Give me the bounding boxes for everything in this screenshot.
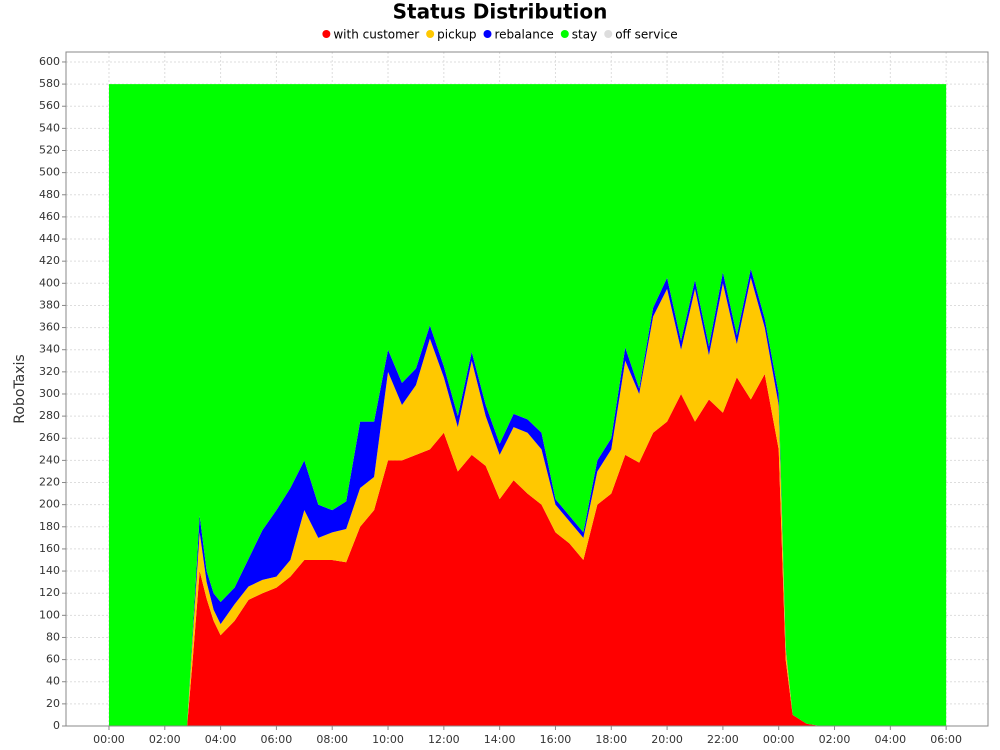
x-tick-label: 02:00	[149, 733, 181, 746]
legend-swatch	[322, 30, 331, 38]
y-tick-label: 320	[39, 365, 60, 378]
y-tick-label: 460	[39, 210, 60, 223]
y-tick-label: 540	[39, 121, 60, 134]
y-tick-label: 40	[46, 675, 60, 688]
y-tick-label: 140	[39, 564, 60, 577]
x-tick-label: 08:00	[316, 733, 348, 746]
area	[108, 84, 947, 727]
legend-label: rebalance	[495, 28, 554, 42]
legend: with customer pickup rebalance stay off serv…	[322, 28, 678, 42]
x-tick-label: 22:00	[707, 733, 739, 746]
x-tick-label: 02:00	[819, 733, 851, 746]
legend-label: with customer	[333, 28, 419, 42]
y-tick-label: 500	[39, 166, 60, 179]
x-tick-label: 18:00	[595, 733, 627, 746]
legend-swatch	[426, 30, 435, 38]
legend-swatch	[604, 30, 613, 38]
x-tick-label: 14:00	[484, 733, 516, 746]
x-tick-label: 00:00	[763, 733, 795, 746]
y-tick-label: 420	[39, 254, 60, 267]
legend-label: off service	[615, 28, 677, 42]
y-tick-label: 100	[39, 608, 60, 621]
x-tick-label: 10:00	[372, 733, 404, 746]
y-tick-label: 200	[39, 498, 60, 511]
y-tick-label: 340	[39, 343, 60, 356]
area	[108, 374, 947, 726]
y-tick-label: 80	[46, 630, 60, 643]
y-tick-label: 360	[39, 321, 60, 334]
y-tick-label: 180	[39, 520, 60, 533]
y-tick-label: 60	[46, 653, 60, 666]
y-tick-label: 600	[39, 55, 60, 68]
y-tick-label: 400	[39, 276, 60, 289]
x-tick-label: 04:00	[874, 733, 906, 746]
y-tick-label: 0	[53, 719, 60, 732]
x-tick-label: 06:00	[930, 733, 962, 746]
legend-label: stay	[572, 28, 597, 42]
y-tick-label: 220	[39, 476, 60, 489]
x-tick-label: 06:00	[261, 733, 293, 746]
x-tick-label: 16:00	[540, 733, 572, 746]
y-tick-label: 520	[39, 143, 60, 156]
legend-swatch	[483, 30, 492, 38]
y-tick-label: 560	[39, 99, 60, 112]
y-tick-label: 580	[39, 77, 60, 90]
x-tick-label: 12:00	[428, 733, 460, 746]
y-tick-label: 300	[39, 387, 60, 400]
y-tick-label: 160	[39, 542, 60, 555]
y-tick-label: 480	[39, 188, 60, 201]
y-tick-label: 440	[39, 232, 60, 245]
legend-label: pickup	[437, 28, 476, 42]
x-tick-label: 04:00	[205, 733, 237, 746]
y-tick-label: 380	[39, 298, 60, 311]
x-tick-label: 00:00	[93, 733, 125, 746]
plot-border	[65, 51, 989, 727]
legend-swatch	[560, 30, 569, 38]
chart-title: Status Distribution	[393, 0, 608, 24]
x-tick-label: 20:00	[651, 733, 683, 746]
y-tick-label: 20	[46, 697, 60, 710]
y-axis-label: RoboTaxis	[12, 354, 28, 423]
y-tick-label: 260	[39, 431, 60, 444]
y-tick-label: 240	[39, 453, 60, 466]
y-tick-label: 280	[39, 409, 60, 422]
y-tick-label: 120	[39, 586, 60, 599]
